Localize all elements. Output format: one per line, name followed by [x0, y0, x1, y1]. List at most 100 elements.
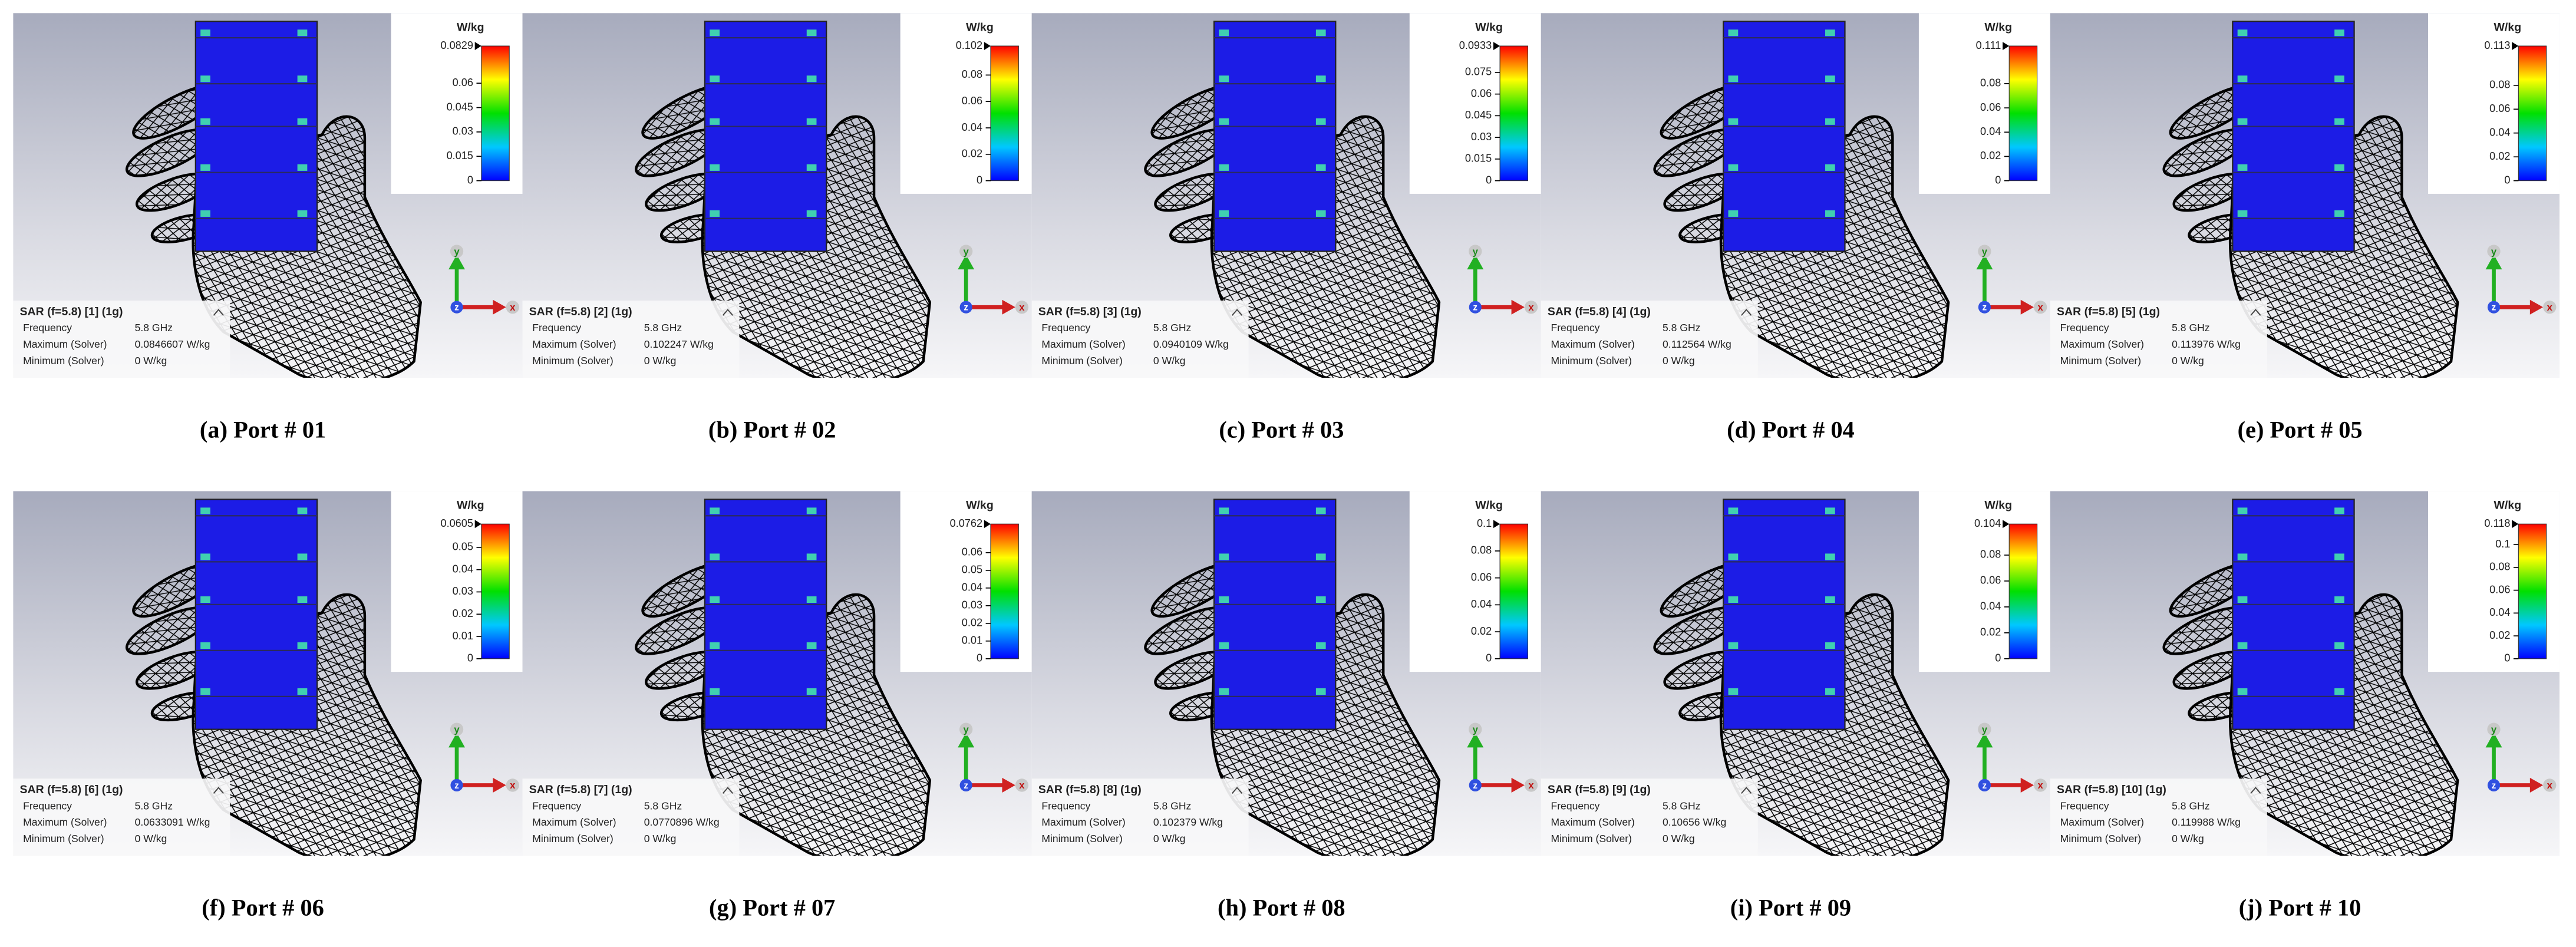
info-value: 0 W/kg [2172, 355, 2204, 367]
antenna-element [1219, 29, 1229, 37]
colorbar-tick-label: 0.08 [1980, 549, 2001, 560]
colorbar-marker [474, 520, 481, 529]
info-collapse-icon [213, 308, 224, 316]
info-box [13, 301, 230, 378]
colorbar-tick-label: 0.06 [2489, 103, 2510, 114]
info-value: 0.0633091 W/kg [135, 816, 210, 828]
antenna-element [1219, 75, 1229, 83]
antenna-element [1315, 164, 1326, 171]
antenna-element [1315, 642, 1326, 649]
panel-caption: (b) Port # 02 [708, 416, 836, 443]
info-key: Minimum (Solver) [1551, 355, 1632, 367]
colorbar-max-label: 0.1 [1477, 517, 1492, 529]
phone-board [194, 499, 318, 730]
colorbar-unit: W/kg [457, 499, 484, 512]
antenna-element [806, 642, 817, 649]
axis-z-label: z [1473, 303, 1477, 313]
axis-z-badge [1469, 301, 1482, 314]
antenna-element [1825, 118, 1835, 125]
colorbar [2008, 523, 2038, 659]
phone-board [2232, 21, 2355, 252]
info-value: 5.8 GHz [2172, 800, 2209, 811]
antenna-element [1728, 75, 1739, 83]
antenna-element [1219, 210, 1229, 217]
antenna-element [1728, 507, 1739, 514]
colorbar-tick-label: 0.04 [1980, 126, 2001, 137]
colorbar-tick-label: 0 [977, 174, 982, 186]
antenna-element [710, 596, 720, 603]
colorbar-tick-label: 0.06 [1980, 575, 2001, 586]
info-key: Maximum (Solver) [532, 816, 616, 828]
info-key: Minimum (Solver) [1041, 833, 1122, 844]
colorbar-marker [2003, 520, 2010, 529]
axis-y-head [448, 732, 465, 748]
axis-x-label: x [510, 780, 516, 791]
info-title: SAR (f=5.8) [6] (1g) [20, 783, 123, 796]
antenna-element [1728, 164, 1739, 171]
info-title: SAR (f=5.8) [7] (1g) [529, 783, 632, 796]
info-box [1541, 301, 1758, 378]
info-key: Maximum (Solver) [23, 816, 107, 828]
info-key: Maximum (Solver) [532, 338, 616, 350]
colorbar-tick-label: 0.04 [1471, 598, 1492, 610]
axis-y-badge [959, 245, 973, 258]
antenna-element [1315, 688, 1326, 695]
antenna-element [2237, 507, 2248, 514]
panel-caption: (f) Port # 06 [202, 895, 324, 921]
axis-y-badge [2487, 722, 2501, 736]
colorbar-max-label: 0.0605 [441, 517, 473, 529]
colorbar-tick-label: 0.05 [962, 564, 982, 576]
axis-z-badge [1469, 778, 1482, 792]
antenna-element [1728, 596, 1739, 603]
info-value: 0.102379 W/kg [1153, 816, 1223, 828]
info-value: 0.119988 W/kg [2172, 816, 2241, 828]
antenna-element [2334, 688, 2344, 695]
antenna-element [806, 118, 817, 125]
phone-board [1213, 499, 1337, 730]
antenna-element [2334, 553, 2344, 560]
info-title: SAR (f=5.8) [9] (1g) [1548, 783, 1651, 796]
panel-caption: (a) Port # 01 [200, 416, 326, 443]
antenna-element [710, 210, 720, 217]
axis-x-head [1511, 299, 1525, 315]
antenna-element [1219, 553, 1229, 560]
axis-y-head [2485, 732, 2502, 748]
info-key: Maximum (Solver) [1551, 338, 1635, 350]
info-value: 0.112564 W/kg [1663, 338, 1731, 350]
info-key: Frequency [1551, 800, 1600, 811]
colorbar-tick-label: 0.015 [1465, 153, 1492, 164]
axis-x-label: x [1528, 302, 1534, 313]
axis-x-head [2020, 777, 2034, 793]
phone-board [1723, 499, 1846, 730]
antenna-element [806, 75, 817, 83]
colorbar-tick-label: 0.02 [453, 608, 473, 619]
antenna-element [1825, 642, 1835, 649]
antenna-element [710, 642, 720, 649]
antenna-element [710, 553, 720, 560]
antenna-element [1315, 553, 1326, 560]
antenna-element [806, 688, 817, 695]
colorbar-tick-label: 0.04 [453, 563, 473, 575]
axis-x-badge [1015, 301, 1029, 314]
colorbar-marker [474, 42, 481, 51]
colorbar [2518, 523, 2547, 659]
antenna-element [200, 553, 210, 560]
antenna-element [297, 507, 308, 514]
panel-caption: (g) Port # 07 [709, 895, 835, 921]
info-collapse-icon [722, 308, 734, 316]
colorbar-max-label: 0.118 [2484, 517, 2510, 529]
antenna-element [710, 75, 720, 83]
antenna-element [2334, 118, 2344, 125]
antenna-element [297, 210, 308, 217]
axis-z-badge [1978, 301, 1991, 314]
antenna-element [297, 642, 308, 649]
axis-x-badge [2543, 778, 2557, 792]
colorbar-tick-label: 0.02 [1980, 626, 2001, 638]
antenna-element [1315, 596, 1326, 603]
axis-y-label: y [2491, 246, 2497, 257]
axis-x-head [2529, 777, 2544, 793]
panel: W/kg 0.0605 0.05 0.04 0.03 0.02 0.01 0 y x z SAR (f… [13, 491, 523, 861]
antenna-element [806, 210, 817, 217]
axis-y-label: y [1473, 724, 1479, 735]
panel: W/kg 0.0762 0.06 0.05 0.04 0.03 0.02 0.01 0 y x z SA… [522, 491, 1032, 861]
